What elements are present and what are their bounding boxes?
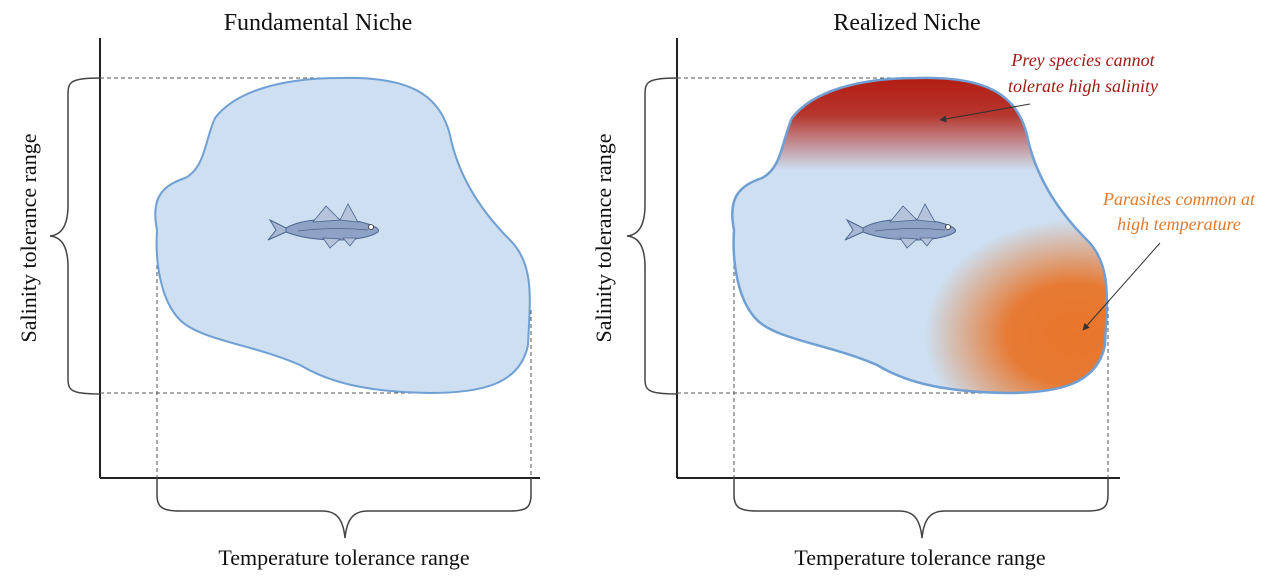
parasite-arrow bbox=[1082, 242, 1161, 331]
parasite-annotation-line2: high temperature bbox=[1117, 214, 1241, 234]
panel-title: Fundamental Niche bbox=[224, 10, 413, 36]
x-axis-label: Temperature tolerance range bbox=[218, 545, 469, 570]
temperature-brace bbox=[733, 478, 1109, 539]
x-axis-label: Temperature tolerance range bbox=[794, 545, 1045, 570]
prey-annotation-line2: tolerate high salinity bbox=[1008, 76, 1158, 96]
panel-title: Realized Niche bbox=[833, 10, 980, 36]
y-axis-label: Salinity tolerance range bbox=[591, 134, 616, 343]
panel-fundamental: Fundamental Niche Salinity tolerance ran… bbox=[16, 10, 540, 570]
parasite-temperature-zone bbox=[925, 220, 1107, 393]
temperature-brace bbox=[156, 478, 532, 539]
salinity-brace bbox=[626, 77, 678, 395]
prey-annotation-line1: Prey species cannot bbox=[1010, 50, 1155, 70]
y-axis-label: Salinity tolerance range bbox=[16, 134, 41, 343]
range-guides bbox=[100, 77, 532, 478]
prey-arrow bbox=[939, 103, 1031, 123]
parasite-annotation-line1: Parasites common at bbox=[1102, 189, 1256, 209]
panel-realized: Realized Niche Salinity tolerance range … bbox=[591, 10, 1256, 570]
salinity-brace bbox=[49, 77, 101, 395]
range-guides bbox=[677, 77, 1109, 478]
